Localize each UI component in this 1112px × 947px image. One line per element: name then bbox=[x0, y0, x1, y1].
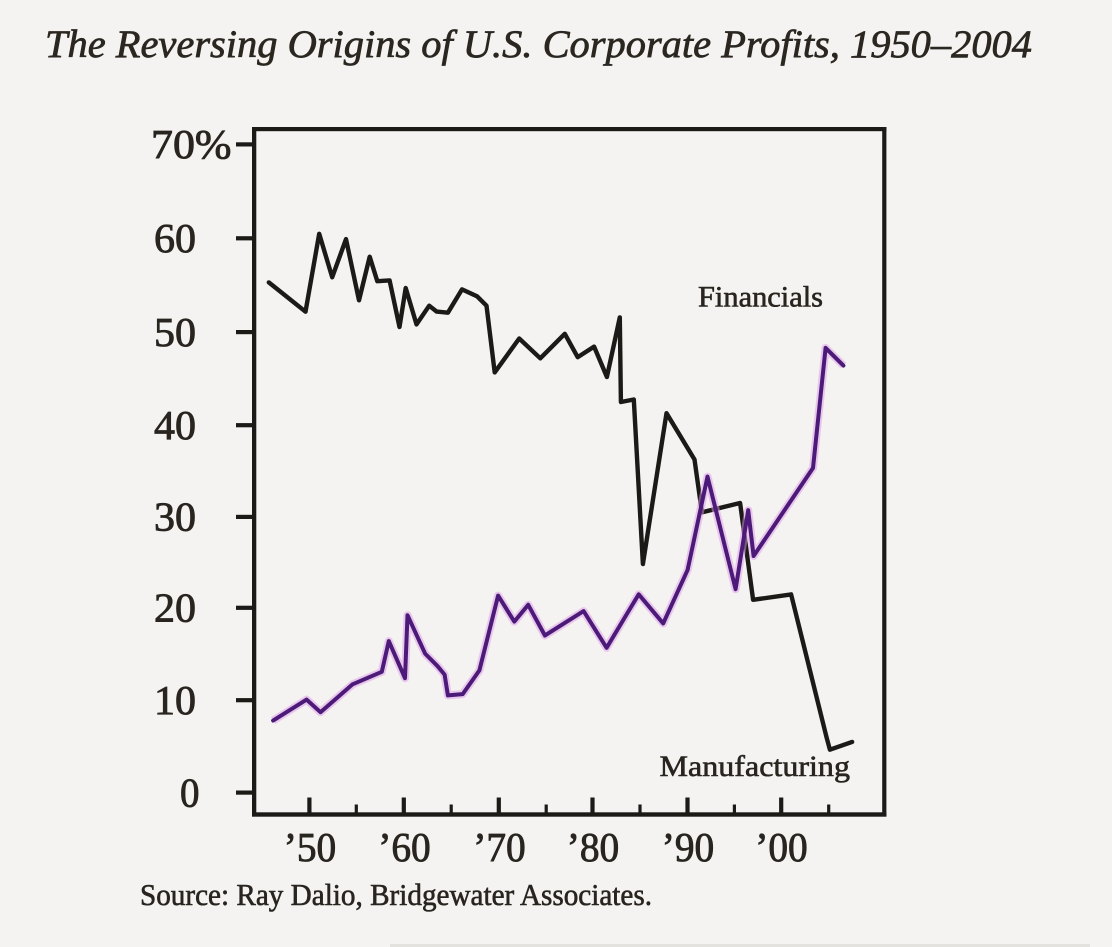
svg-text:’00: ’00 bbox=[755, 824, 808, 870]
svg-text:Source: Ray Dalio, Bridgewater: Source: Ray Dalio, Bridgewater Associate… bbox=[140, 877, 652, 912]
svg-text:’50: ’50 bbox=[284, 824, 337, 870]
svg-text:50: 50 bbox=[154, 309, 196, 355]
svg-text:30: 30 bbox=[154, 494, 196, 540]
svg-text:20: 20 bbox=[154, 585, 196, 631]
svg-text:Financials: Financials bbox=[698, 281, 823, 314]
svg-text:70%: 70% bbox=[151, 121, 232, 167]
svg-text:’90: ’90 bbox=[662, 824, 715, 870]
svg-text:60: 60 bbox=[154, 215, 196, 261]
svg-text:’60: ’60 bbox=[378, 824, 431, 870]
svg-text:Manufacturing: Manufacturing bbox=[660, 750, 851, 783]
svg-text:The Reversing Origins of U.S.: The Reversing Origins of U.S. Corporate … bbox=[45, 23, 1032, 66]
svg-text:’70: ’70 bbox=[473, 824, 526, 870]
svg-text:40: 40 bbox=[154, 402, 196, 448]
svg-text:0: 0 bbox=[180, 769, 200, 815]
svg-text:10: 10 bbox=[154, 677, 196, 723]
svg-text:’80: ’80 bbox=[567, 824, 620, 870]
